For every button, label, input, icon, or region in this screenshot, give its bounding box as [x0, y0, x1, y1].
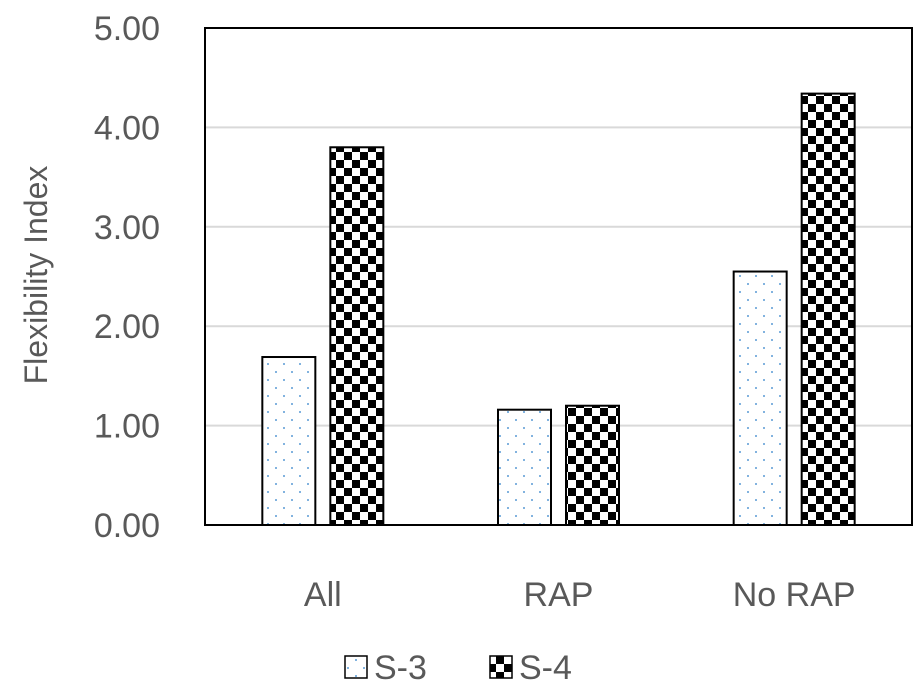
y-tick-label: 0.00 — [94, 507, 160, 545]
bar-s-3-no-rap — [732, 270, 788, 526]
x-category-label: All — [304, 576, 342, 614]
y-tick-label: 3.00 — [94, 209, 160, 247]
gridlines — [205, 126, 912, 427]
legend: S-3 S-4 — [344, 649, 572, 687]
legend-swatch-s-4 — [489, 655, 513, 679]
legend-label-s-4: S-4 — [519, 649, 572, 687]
y-axis-title: Flexibility Index — [18, 166, 54, 385]
bar-s-3-all — [261, 356, 317, 526]
legend-swatch-s-3 — [344, 655, 368, 679]
y-tick-label: 4.00 — [94, 109, 160, 147]
bar-s-4-rap — [565, 404, 620, 526]
bar-s-4-no-rap — [800, 92, 856, 526]
x-category-labels: All RAP No RAP — [304, 576, 856, 614]
bars-group — [261, 92, 856, 527]
y-tick-labels: 0.00 1.00 2.00 3.00 4.00 5.00 — [94, 10, 160, 545]
x-category-label: No RAP — [733, 576, 856, 614]
plot-frame — [204, 27, 913, 526]
bar-s-4-all — [329, 146, 385, 526]
y-tick-label: 1.00 — [94, 408, 160, 446]
bar-s-3-rap — [497, 408, 552, 527]
x-category-label: RAP — [524, 576, 594, 614]
y-tick-label: 2.00 — [94, 308, 160, 346]
y-tick-label: 5.00 — [94, 10, 160, 48]
legend-label-s-3: S-3 — [374, 649, 427, 687]
